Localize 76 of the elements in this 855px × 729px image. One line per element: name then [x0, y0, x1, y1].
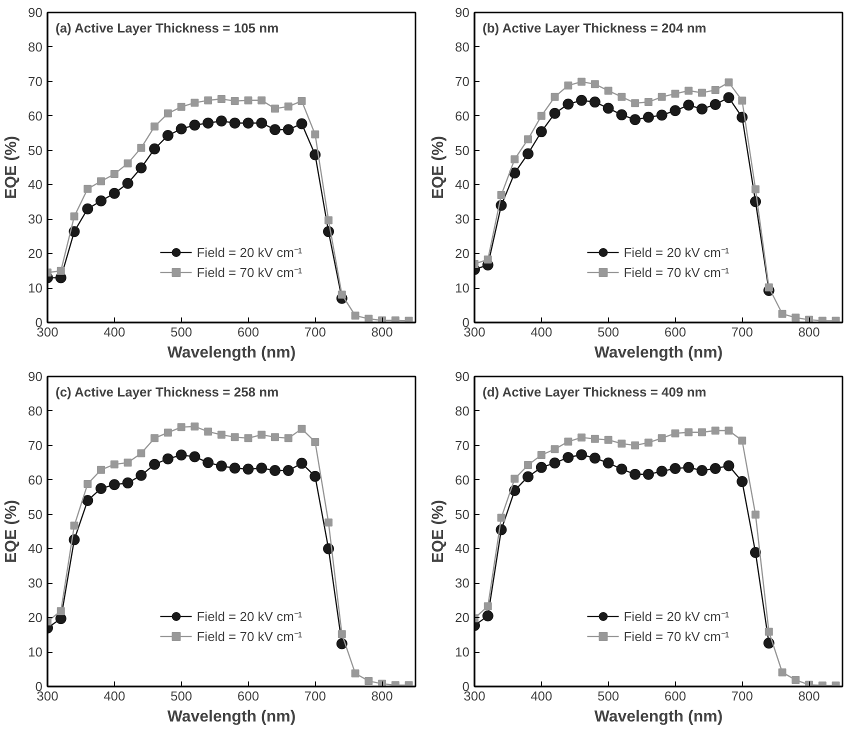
- legend-label: Field = 20 kV cm⁻¹: [196, 244, 302, 261]
- x-tick-label: 500: [170, 688, 192, 704]
- x-tick-label: 700: [731, 324, 753, 340]
- x-axis-title: Wavelength (nm): [594, 708, 723, 726]
- y-tick-label: 10: [28, 644, 43, 660]
- y-tick-label: 40: [455, 177, 470, 192]
- y-tick-label: 30: [28, 212, 43, 227]
- y-tick-label: 10: [455, 644, 470, 660]
- x-tick-label: 400: [104, 324, 126, 340]
- text: (c) Active Layer Thickness = 258 nm: [56, 384, 279, 400]
- x-tick-label: 600: [664, 688, 686, 704]
- legend-label: Field = 70 kV cm⁻¹: [196, 628, 302, 645]
- y-tick-label: 30: [28, 576, 43, 591]
- legend-label: Field = 20 kV cm⁻¹: [624, 608, 730, 625]
- x-tick-label: 500: [597, 324, 620, 340]
- y-tick-label: 80: [28, 39, 43, 54]
- y-tick-label: 80: [28, 403, 43, 418]
- x-axis-title: Wavelength (nm): [594, 344, 723, 362]
- x-tick-label: 800: [798, 324, 820, 340]
- y-tick-label: 60: [28, 472, 43, 488]
- x-axis-title: Wavelength (nm): [167, 344, 296, 362]
- x-tick-label: 400: [530, 688, 552, 704]
- y-tick-label: 40: [455, 541, 470, 556]
- y-axis-title: EQE (%): [3, 136, 20, 200]
- x-tick-label: 700: [304, 688, 326, 704]
- x-axis-title: Wavelength (nm): [167, 708, 296, 726]
- x-tick-label: 400: [530, 324, 552, 340]
- x-tick-label: 700: [731, 688, 753, 704]
- legend-label: Field = 70 kV cm⁻¹: [624, 264, 730, 281]
- y-tick-label: 70: [28, 74, 43, 89]
- y-tick-label: 40: [28, 177, 43, 192]
- y-tick-label: 90: [455, 369, 470, 384]
- x-tick-label: 500: [597, 688, 620, 704]
- y-tick-label: 50: [455, 142, 470, 158]
- legend-label: Field = 70 kV cm⁻¹: [624, 628, 730, 645]
- legend-label: Field = 70 kV cm⁻¹: [196, 264, 302, 281]
- legend-label: Field = 20 kV cm⁻¹: [624, 244, 730, 261]
- y-tick-label: 20: [28, 610, 43, 626]
- y-tick-label: 40: [28, 541, 43, 556]
- text: (d) Active Layer Thickness = 409 nm: [482, 384, 706, 400]
- y-tick-label: 20: [455, 246, 470, 262]
- y-tick-label: 60: [455, 472, 470, 488]
- y-tick-label: 70: [455, 438, 470, 453]
- text: (a) Active Layer Thickness = 105 nm: [56, 20, 279, 36]
- y-tick-label: 20: [455, 610, 470, 626]
- x-tick-label: 800: [798, 688, 820, 704]
- x-tick-label: 400: [104, 688, 126, 704]
- y-axis-title: EQE (%): [3, 500, 20, 564]
- y-tick-label: 10: [455, 280, 470, 296]
- y-tick-label: 50: [28, 506, 43, 522]
- y-tick-label: 70: [455, 74, 470, 89]
- y-tick-label: 80: [455, 403, 470, 418]
- y-tick-label: 20: [28, 246, 43, 262]
- x-tick-label: 700: [304, 324, 326, 340]
- y-tick-label: 10: [28, 280, 43, 296]
- y-tick-label: 60: [28, 108, 43, 124]
- y-tick-label: 60: [455, 108, 470, 124]
- y-tick-label: 90: [455, 5, 470, 20]
- y-tick-label: 90: [28, 369, 43, 384]
- y-tick-label: 50: [455, 506, 470, 522]
- y-tick-label: 90: [28, 5, 43, 20]
- x-tick-label: 600: [237, 688, 260, 704]
- x-tick-label: 500: [170, 324, 192, 340]
- text: (b) Active Layer Thickness = 204 nm: [482, 20, 706, 36]
- y-tick-label: 50: [28, 142, 43, 158]
- x-tick-label: 600: [664, 324, 686, 340]
- legend-label: Field = 20 kV cm⁻¹: [196, 608, 302, 625]
- y-tick-label: 80: [455, 39, 470, 54]
- x-tick-label: 800: [371, 324, 393, 340]
- x-tick-label: 600: [237, 324, 260, 340]
- y-axis-title: EQE (%): [430, 136, 448, 200]
- y-tick-label: 30: [455, 212, 470, 227]
- y-axis-title: EQE (%): [430, 500, 448, 564]
- x-tick-label: 800: [371, 688, 393, 704]
- y-tick-label: 30: [455, 576, 470, 591]
- y-tick-label: 70: [28, 438, 43, 453]
